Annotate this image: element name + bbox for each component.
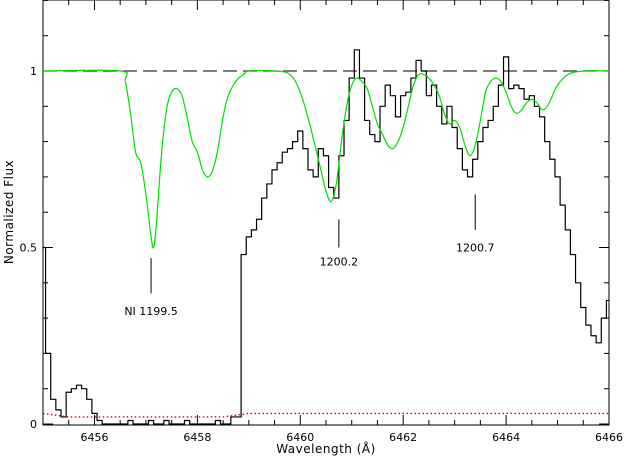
x-tick-labels: 6456 6458 6460 6462 6464 6466 [80,431,623,444]
y-tick-label: 0 [30,418,37,431]
y-tick-label: 1 [30,65,37,78]
x-axis-title: Wavelength (Å) [276,441,376,456]
y-axis-title: Normalized Flux [2,160,16,264]
series-layer [43,49,609,425]
annotation-label: 1200.2 [320,256,359,269]
x-tick-label: 6460 [286,431,314,444]
error-series-line [43,412,609,418]
y-tick-label: 0.5 [20,242,38,255]
x-tick-label: 6466 [595,431,623,444]
plot-frame [42,0,610,426]
x-tick-label: 6464 [492,431,520,444]
line-annotations: NI 1199.5 1200.2 1200.7 [124,194,495,318]
annotation-label: NI 1199.5 [124,305,177,318]
axis-ticks [42,0,610,425]
annotation-label: 1200.7 [456,242,495,255]
x-tick-label: 6456 [80,431,108,444]
x-tick-label: 6458 [183,431,211,444]
x-tick-label: 6462 [389,431,417,444]
y-tick-labels: 00.51 [20,65,38,431]
model-profile-line [43,69,609,249]
